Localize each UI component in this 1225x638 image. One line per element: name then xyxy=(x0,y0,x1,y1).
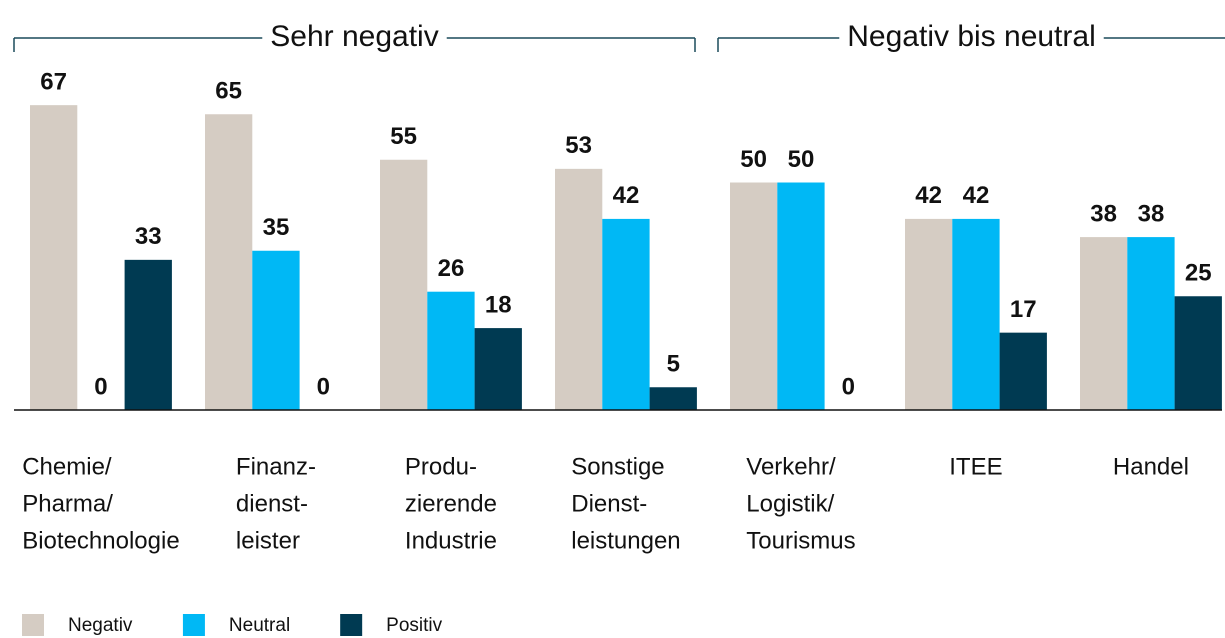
value-label: 38 xyxy=(1090,200,1117,227)
category-label: Sonstige xyxy=(571,453,664,480)
value-label: 35 xyxy=(263,214,290,241)
bar xyxy=(1174,296,1222,410)
bar xyxy=(427,291,475,410)
bar xyxy=(205,114,253,410)
bar xyxy=(474,328,522,410)
bar xyxy=(252,250,300,410)
value-label: 33 xyxy=(135,223,162,250)
group-label: Sehr negativ xyxy=(270,20,438,53)
legend-label: Neutral xyxy=(229,615,290,636)
bar xyxy=(999,332,1047,410)
bar xyxy=(602,218,650,410)
category-label: Produ- xyxy=(405,453,477,480)
category-label: Biotechnologie xyxy=(22,527,179,554)
category-label: Handel xyxy=(1113,453,1189,480)
value-label: 42 xyxy=(915,182,942,209)
value-label: 18 xyxy=(485,291,512,318)
bar xyxy=(730,182,778,410)
bar xyxy=(380,159,428,410)
category-label: Verkehr/ xyxy=(746,453,836,480)
category-label: zierende xyxy=(405,490,497,517)
value-label: 0 xyxy=(94,373,107,400)
category-label: Finanz- xyxy=(236,453,316,480)
value-label: 25 xyxy=(1185,260,1212,287)
category-label: dienst- xyxy=(236,490,308,517)
value-label: 26 xyxy=(438,255,465,282)
legend-label: Positiv xyxy=(386,615,442,636)
value-label: 55 xyxy=(390,123,417,150)
bar xyxy=(30,105,78,411)
legend-label: Negativ xyxy=(68,615,133,636)
value-label: 17 xyxy=(1010,296,1037,323)
bar xyxy=(555,168,603,410)
legend-swatch xyxy=(182,614,205,636)
category-label: Chemie/ xyxy=(22,453,112,480)
bar xyxy=(952,218,1000,410)
value-label: 5 xyxy=(667,351,680,378)
category-label: Dienst- xyxy=(571,490,647,517)
bar xyxy=(1080,237,1128,410)
value-label: 38 xyxy=(1138,200,1165,227)
value-label: 50 xyxy=(740,146,767,173)
category-label: leistungen xyxy=(571,527,680,554)
value-label: 0 xyxy=(317,373,330,400)
category-label: Logistik/ xyxy=(746,490,834,517)
value-label: 53 xyxy=(565,132,592,159)
bar xyxy=(777,182,825,410)
bar xyxy=(905,218,953,410)
category-label: Pharma/ xyxy=(22,490,113,517)
value-label: 50 xyxy=(788,146,815,173)
value-label: 42 xyxy=(613,182,640,209)
legend-swatch xyxy=(340,614,363,636)
legend-swatch xyxy=(22,614,44,636)
category-label: Industrie xyxy=(405,527,497,554)
group-label: Negativ bis neutral xyxy=(847,20,1095,53)
value-label: 65 xyxy=(215,78,242,105)
value-label: 42 xyxy=(963,182,990,209)
category-label: Tourismus xyxy=(746,527,855,554)
category-label: ITEE xyxy=(949,453,1002,480)
bar xyxy=(124,259,172,410)
value-label: 67 xyxy=(40,68,67,95)
bar xyxy=(649,387,697,410)
category-label: leister xyxy=(236,527,300,554)
value-label: 0 xyxy=(842,373,855,400)
bar xyxy=(1127,237,1175,410)
